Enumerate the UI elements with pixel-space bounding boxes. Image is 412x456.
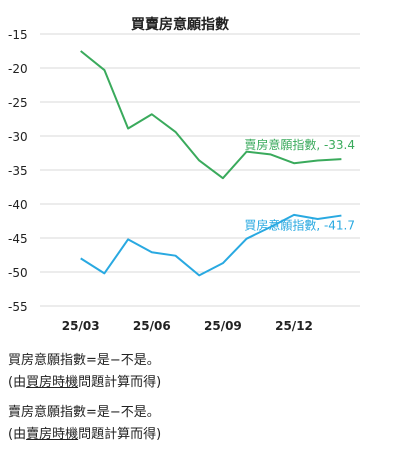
- x-tick-label: 25/09: [204, 319, 242, 333]
- buy-index-source: (由買房時機問題計算而得): [8, 375, 162, 390]
- buy-index-line: [80, 213, 342, 277]
- line-chart: 買賣房意願指數 -15 -20 -25 -30 -35 -40 -45 -50 -55 25/03 2…: [8, 16, 360, 333]
- y-tick-label: -35: [8, 164, 28, 178]
- sell-index-source: (由賣房時機問題計算而得): [8, 427, 162, 442]
- y-tick-label: -15: [8, 28, 28, 42]
- sell-index-line: [80, 50, 342, 180]
- sell-index-label: 賣房意願指數, -33.4: [244, 137, 355, 152]
- notes: 買房意願指數=是−不是。 (由買房時機問題計算而得) 賣房意願指數=是−不是。 …: [8, 350, 408, 446]
- y-tick-label: -40: [8, 198, 28, 212]
- y-tick-label: -20: [8, 62, 28, 76]
- y-tick-label: -50: [8, 266, 28, 280]
- x-tick-label: 25/12: [275, 319, 313, 333]
- chart-title: 買賣房意願指數: [131, 16, 229, 33]
- x-tick-label: 25/06: [133, 319, 171, 333]
- x-tick-label: 25/03: [62, 319, 100, 333]
- y-tick-label: -55: [8, 300, 28, 314]
- buy-index-label: 買房意願指數, -41.7: [244, 218, 355, 233]
- sell-index-formula: 賣房意願指數=是−不是。: [8, 405, 160, 420]
- buy-index-formula: 買房意願指數=是−不是。: [8, 353, 160, 368]
- y-tick-label: -30: [8, 130, 28, 144]
- y-tick-label: -25: [8, 96, 28, 110]
- y-tick-label: -45: [8, 232, 28, 246]
